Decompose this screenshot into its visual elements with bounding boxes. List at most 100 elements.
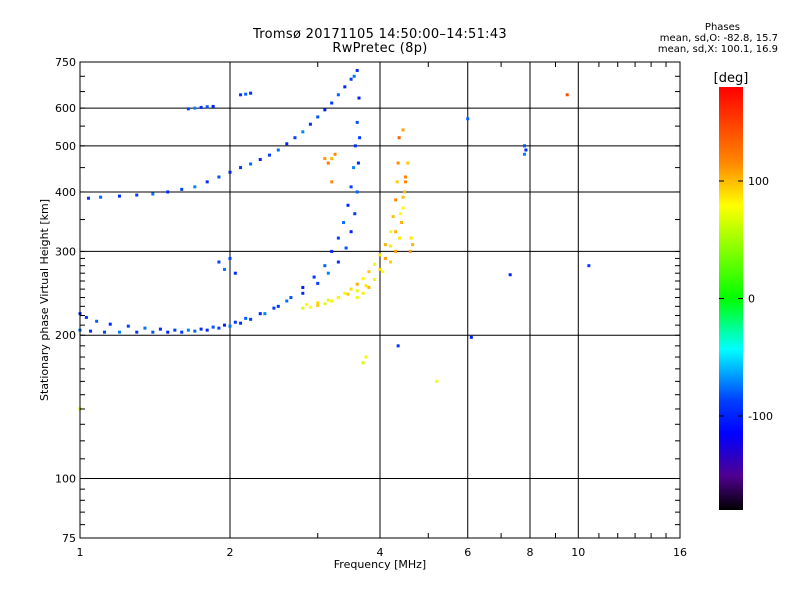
data-point-o [228, 256, 232, 260]
data-point-o [308, 122, 312, 126]
data-point-o [186, 107, 190, 111]
x-tick-label: 10 [571, 546, 585, 559]
data-point-x [346, 292, 350, 296]
data-point-o [228, 170, 232, 174]
data-point-x [401, 195, 405, 199]
data-point-o [217, 260, 221, 264]
data-point-x [373, 262, 377, 266]
data-point-o [205, 328, 209, 332]
data-point-o [344, 246, 348, 250]
data-point-x [301, 306, 305, 310]
data-point-o [211, 325, 215, 329]
data-point-x [349, 287, 353, 291]
data-point-x [316, 301, 320, 305]
data-point-o [193, 329, 197, 333]
data-point-o [352, 74, 356, 78]
data-point-o [239, 166, 243, 170]
data-point-o [469, 335, 473, 339]
data-point-o [346, 203, 350, 207]
data-point-o [355, 120, 359, 124]
data-point-x [389, 230, 393, 234]
data-point-o [244, 316, 248, 320]
y-tick-label: 75 [62, 532, 76, 545]
data-point-x [364, 355, 368, 359]
data-point-x [394, 198, 398, 202]
data-point-o [289, 296, 293, 300]
data-point-x [401, 206, 405, 210]
data-point-o [349, 230, 353, 234]
chart-subtitle: RwPretec (8p) [332, 41, 428, 56]
data-point-o [524, 148, 528, 152]
data-point-o [285, 142, 289, 146]
data-point-x [305, 303, 309, 307]
data-point-o [103, 330, 107, 334]
data-point-x [396, 161, 400, 165]
data-point-o [180, 330, 184, 334]
data-point-o [193, 106, 197, 110]
data-point-x [378, 253, 382, 257]
data-point-o [276, 148, 280, 152]
data-point-x [409, 236, 413, 240]
data-point-o [258, 312, 262, 316]
data-point-o [186, 328, 190, 332]
data-point-x [400, 221, 404, 225]
data-point-o [316, 115, 320, 119]
data-point-x [403, 175, 407, 179]
phase-mean-o: mean, sd,O: -82.8, 15.7 [659, 33, 778, 44]
data-point-o [233, 271, 237, 275]
data-point-o [228, 324, 232, 328]
data-point-o [233, 320, 237, 324]
data-point-o [293, 136, 297, 140]
y-tick-label: 500 [55, 140, 76, 153]
data-point-o [99, 195, 103, 199]
data-point-o [205, 180, 209, 184]
data-point-o [223, 323, 227, 327]
data-point-o [217, 326, 221, 330]
data-point-o [343, 85, 347, 89]
data-point-x [395, 180, 399, 184]
data-point-o [95, 319, 99, 323]
colorbar-tick-label: 0 [748, 293, 755, 306]
data-points [78, 68, 591, 411]
data-point-o [249, 317, 253, 321]
data-point-x [391, 215, 395, 219]
data-point-o [205, 105, 209, 109]
data-point-x [355, 296, 359, 300]
data-point-o [523, 152, 527, 156]
data-point-o [166, 330, 170, 334]
data-point-o [355, 68, 359, 72]
data-point-o [244, 92, 248, 96]
y-tick-label: 200 [55, 329, 76, 342]
data-point-o [263, 312, 267, 316]
data-point-o [330, 101, 334, 105]
data-point-o [312, 275, 316, 279]
colorbar-label: [deg] [714, 71, 749, 86]
data-point-x [361, 291, 365, 295]
data-point-x [361, 361, 365, 365]
data-point-x [383, 256, 387, 260]
colorbar-ticks: 100 0 -100 [719, 175, 773, 423]
data-point-x [406, 161, 410, 165]
data-point-o [587, 264, 591, 268]
data-point-x [355, 282, 359, 286]
data-point-o [323, 264, 327, 268]
data-point-o [326, 271, 330, 275]
data-point-x [394, 249, 398, 253]
data-point-o [352, 166, 356, 170]
data-point-x [565, 93, 569, 97]
x-tick-label: 16 [673, 546, 687, 559]
data-point-x [336, 296, 340, 300]
data-point-o [353, 212, 357, 216]
data-point-o [180, 187, 184, 191]
data-point-o [86, 196, 90, 200]
data-point-x [411, 243, 415, 247]
data-point-x [383, 243, 387, 247]
data-point-x [373, 277, 377, 281]
x-axis-label: Frequency [MHz] [334, 558, 426, 571]
data-point-x [394, 230, 398, 234]
data-point-o [301, 130, 305, 134]
data-point-o [358, 136, 362, 140]
data-point-o [357, 96, 361, 100]
data-point-o [158, 327, 162, 331]
